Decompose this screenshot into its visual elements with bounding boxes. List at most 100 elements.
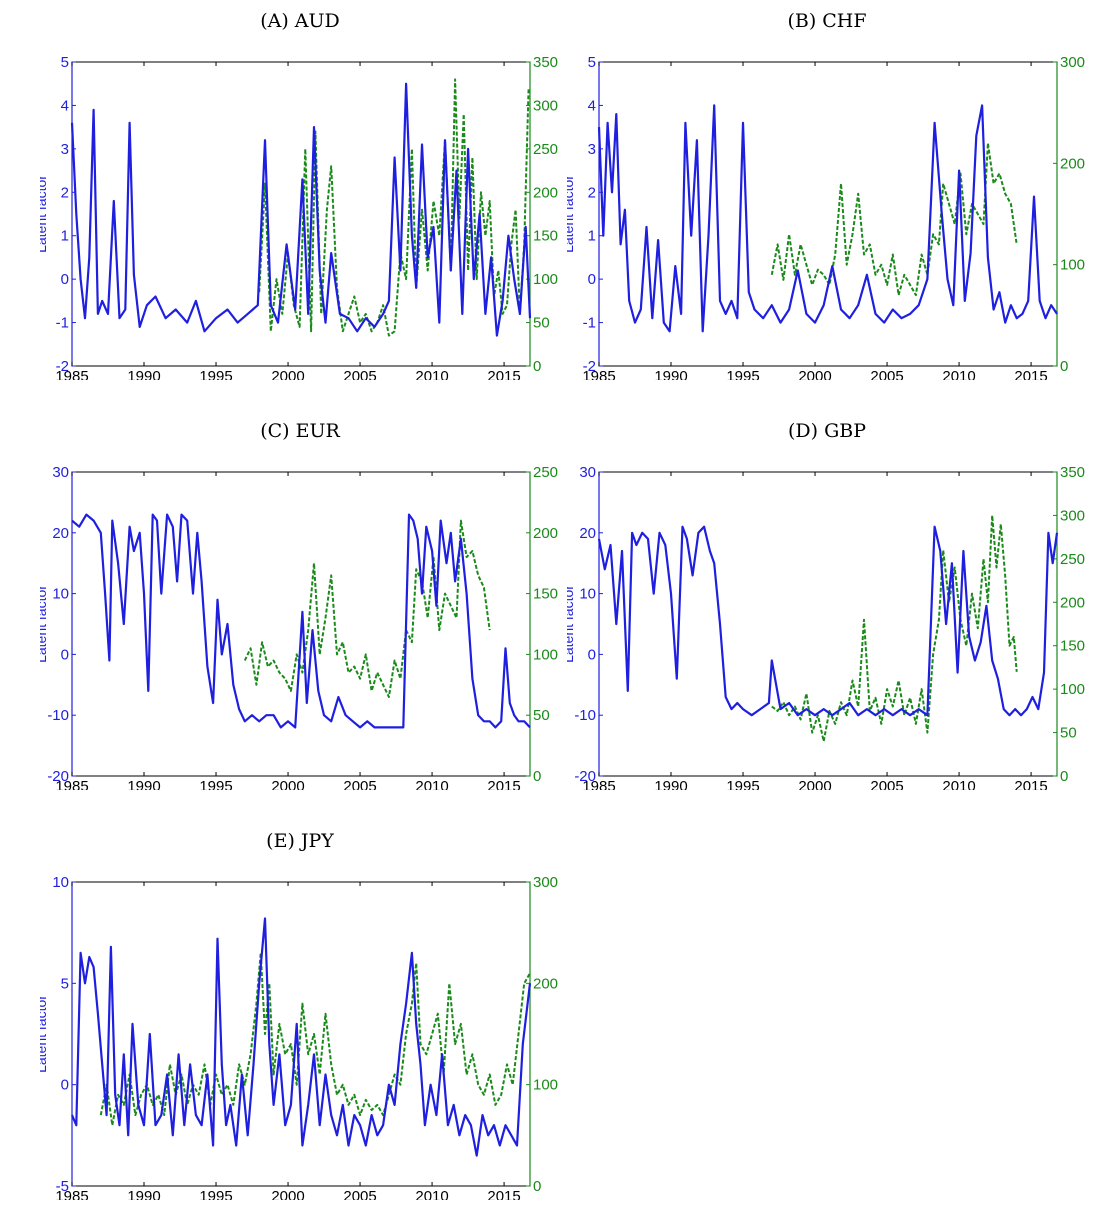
x-tick-label: 2000 <box>798 368 831 380</box>
y-tick-label: -1 <box>56 315 69 332</box>
chart-title: (C) EUR <box>260 420 340 442</box>
x-tick-label: 2010 <box>415 368 448 380</box>
x-tick-label: 2005 <box>870 368 903 380</box>
chart-title: (E) JPY <box>266 830 334 852</box>
chart-aud: 1985 1990 1995 2000 2005 2010 2015-2-101234505… <box>40 54 558 380</box>
y2-tick-label: 100 <box>1060 681 1085 698</box>
y2-tick-label: 350 <box>533 54 558 71</box>
y2-tick-label: 300 <box>1060 54 1085 71</box>
series-line-epu <box>243 519 491 698</box>
y2-tick-label: 100 <box>533 1077 558 1094</box>
x-tick-label: 2015 <box>487 368 520 380</box>
chart-panel-aud: (A) AUD 1985 1990 1995 2000 2005 2010 2015 -2 -1… <box>40 10 560 390</box>
y2-tick-label: 50 <box>533 315 550 332</box>
chart-chf: 1985 1990 1995 2000 2005 2010 2015 -2 -1 0 1 2 3 4 5 0 1… <box>567 54 1085 380</box>
y2-tick-label: 0 <box>533 768 541 785</box>
x-tick-label: 1985 <box>582 368 615 380</box>
chart-title: (A) AUD <box>260 10 340 32</box>
chart-eur: 1985 1990 1995 2000 2005 2010 2015-20-10010203… <box>40 464 558 790</box>
y2-tick-label: 100 <box>533 271 558 288</box>
y2-tick-label: 100 <box>1060 257 1085 274</box>
y-tick-label: -2 <box>56 358 69 375</box>
y-axis-label: Latent factor <box>40 175 49 253</box>
y-tick-label: 1 <box>61 228 69 245</box>
y-tick-label: -20 <box>47 768 69 785</box>
y-tick-label: 0 <box>588 271 596 288</box>
y2-tick-label: 0 <box>533 1178 541 1195</box>
x-tick-label: 2000 <box>798 778 831 790</box>
x-tick-label: 2005 <box>343 368 376 380</box>
x-tick-label: 1990 <box>127 1188 160 1200</box>
y2-tick-label: 250 <box>533 141 558 158</box>
y-tick-label: 2 <box>588 184 596 201</box>
y2-tick-label: 0 <box>1060 358 1068 375</box>
y2-tick-label: 250 <box>533 464 558 481</box>
x-tick-label: 1985 <box>55 778 88 790</box>
y-tick-label: 3 <box>61 141 69 158</box>
series-line-epu <box>771 514 1018 743</box>
chart-panel-gbp: (D) GBP 1985 1990 1995 2000 2005 2010 2015 -20-… <box>567 420 1087 800</box>
y2-tick-label: 150 <box>533 228 558 245</box>
y2-tick-label: 200 <box>1060 594 1085 611</box>
y2-tick-label: 100 <box>533 646 558 663</box>
y-tick-label: 0 <box>61 271 69 288</box>
y-tick-label: 0 <box>61 646 69 663</box>
chart-panel-jpy: (E) JPY 1985 1990 1995 2000 2005 2010 2015 -5 0 5… <box>40 830 560 1210</box>
y-tick-label: 4 <box>588 97 596 114</box>
x-tick-label: 2005 <box>870 778 903 790</box>
x-tick-label: 2010 <box>415 778 448 790</box>
y2-tick-label: 50 <box>533 707 550 724</box>
y-tick-label: 4 <box>61 97 69 114</box>
y-tick-label: 2 <box>61 184 69 201</box>
y2-tick-label: 0 <box>1060 768 1068 785</box>
chart-panel-chf: (B) CHF 1985 1990 1995 2000 2005 2010 2015 -2 -1… <box>567 10 1087 390</box>
y-tick-label: 3 <box>588 141 596 158</box>
x-tick-label: 1985 <box>582 778 615 790</box>
series-line-latent-factor <box>597 104 1058 333</box>
y-tick-label: 10 <box>52 874 69 891</box>
y-tick-label: 5 <box>61 975 69 992</box>
y2-tick-label: 200 <box>533 184 558 201</box>
x-tick-label: 2000 <box>271 1188 304 1200</box>
series-line-latent-factor <box>71 513 531 729</box>
x-tick-label: 2005 <box>343 1188 376 1200</box>
chart-gbp: 1985 1990 1995 2000 2005 2010 2015-20-10010203… <box>567 464 1085 790</box>
y2-tick-label: 200 <box>533 525 558 542</box>
y2-tick-label: 0 <box>533 358 541 375</box>
chart-jpy: 1985 1990 1995 2000 2005 2010 2015-50510010020… <box>40 874 558 1200</box>
y-tick-label: 10 <box>52 586 69 603</box>
y-tick-label: -10 <box>47 707 69 724</box>
y-axis-label: Latent factor <box>40 995 49 1073</box>
series-line-latent-factor <box>597 525 1059 717</box>
y-axis-label: Latent factor <box>40 585 49 663</box>
y-tick-label: -2 <box>583 358 596 375</box>
y-tick-label: 5 <box>61 54 69 71</box>
y2-tick-label: 50 <box>1060 725 1077 742</box>
x-tick-label: 1995 <box>199 778 232 790</box>
y-tick-label: -10 <box>574 707 596 724</box>
x-tick-label: 2015 <box>487 1188 520 1200</box>
y-axis-label: Latent factor <box>567 175 576 253</box>
x-tick-label: 1985 <box>55 1188 88 1200</box>
y-tick-label: -20 <box>574 768 596 785</box>
y2-tick-label: 300 <box>533 874 558 891</box>
y-tick-label: 0 <box>61 1077 69 1094</box>
y-tick-label: 20 <box>579 525 596 542</box>
x-tick-label: 1995 <box>199 368 232 380</box>
x-tick-label: 1995 <box>726 778 759 790</box>
y-tick-label: 20 <box>52 525 69 542</box>
y2-tick-label: 350 <box>1060 464 1085 481</box>
y2-tick-label: 250 <box>1060 551 1085 568</box>
y-tick-label: 5 <box>588 54 596 71</box>
x-tick-label: 2010 <box>942 368 975 380</box>
x-tick-label: 1990 <box>127 778 160 790</box>
y-tick-label: 1 <box>588 228 596 245</box>
x-tick-label: 1990 <box>127 368 160 380</box>
x-tick-label: 1990 <box>654 368 687 380</box>
y-tick-label: -1 <box>583 315 596 332</box>
series-line-epu <box>770 142 1018 297</box>
x-tick-label: 2005 <box>343 778 376 790</box>
y2-tick-label: 300 <box>1060 507 1085 524</box>
chart-panel-eur: (C) EUR 1985 1990 1995 2000 2005 2010 2015 -20-… <box>40 420 560 800</box>
y-tick-label: 10 <box>579 586 596 603</box>
